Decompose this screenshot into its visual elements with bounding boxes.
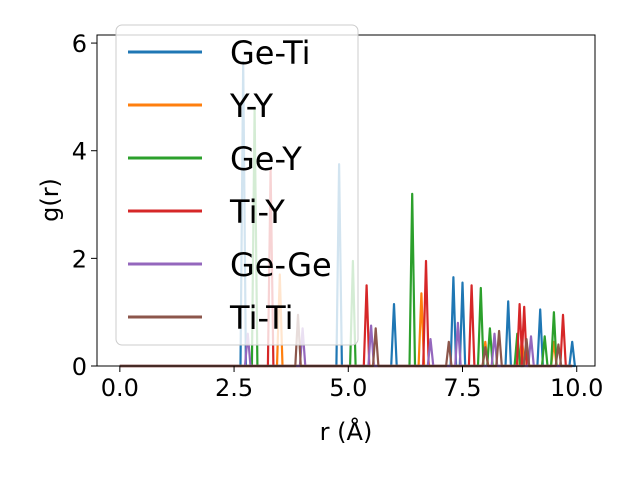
y-tick-label: 0 (72, 353, 87, 381)
x-tick-label: 5.0 (329, 374, 367, 402)
legend-label: Ge-Y (230, 140, 302, 178)
y-tick-label: 6 (72, 30, 87, 58)
x-tick-label: 7.5 (443, 374, 481, 402)
legend-label: Ti-Ti (229, 299, 294, 337)
x-tick-label: 10.0 (550, 374, 603, 402)
y-axis-label: g(r) (36, 178, 64, 222)
y-axis: 0 2 4 6 (72, 30, 97, 381)
legend: Ge-Ti Y-Y Ge-Y Ti-Y Ge-Ge Ti-Ti (115, 24, 359, 346)
legend-box (115, 24, 359, 346)
x-axis-label: r (Å) (320, 417, 373, 446)
legend-label: Ti-Y (229, 193, 285, 231)
x-axis: 0.0 2.5 5.0 7.5 10.0 (101, 366, 603, 402)
x-tick-label: 0.0 (101, 374, 139, 402)
x-tick-label: 2.5 (215, 374, 253, 402)
legend-label: Y-Y (229, 87, 274, 125)
legend-label: Ge-Ge (230, 246, 332, 284)
y-tick-label: 2 (72, 245, 87, 273)
legend-entries: Ge-Ti Y-Y Ge-Y Ti-Y Ge-Ge Ti-Ti (128, 34, 332, 337)
y-tick-label: 4 (72, 138, 87, 166)
legend-label: Ge-Ti (230, 34, 311, 72)
